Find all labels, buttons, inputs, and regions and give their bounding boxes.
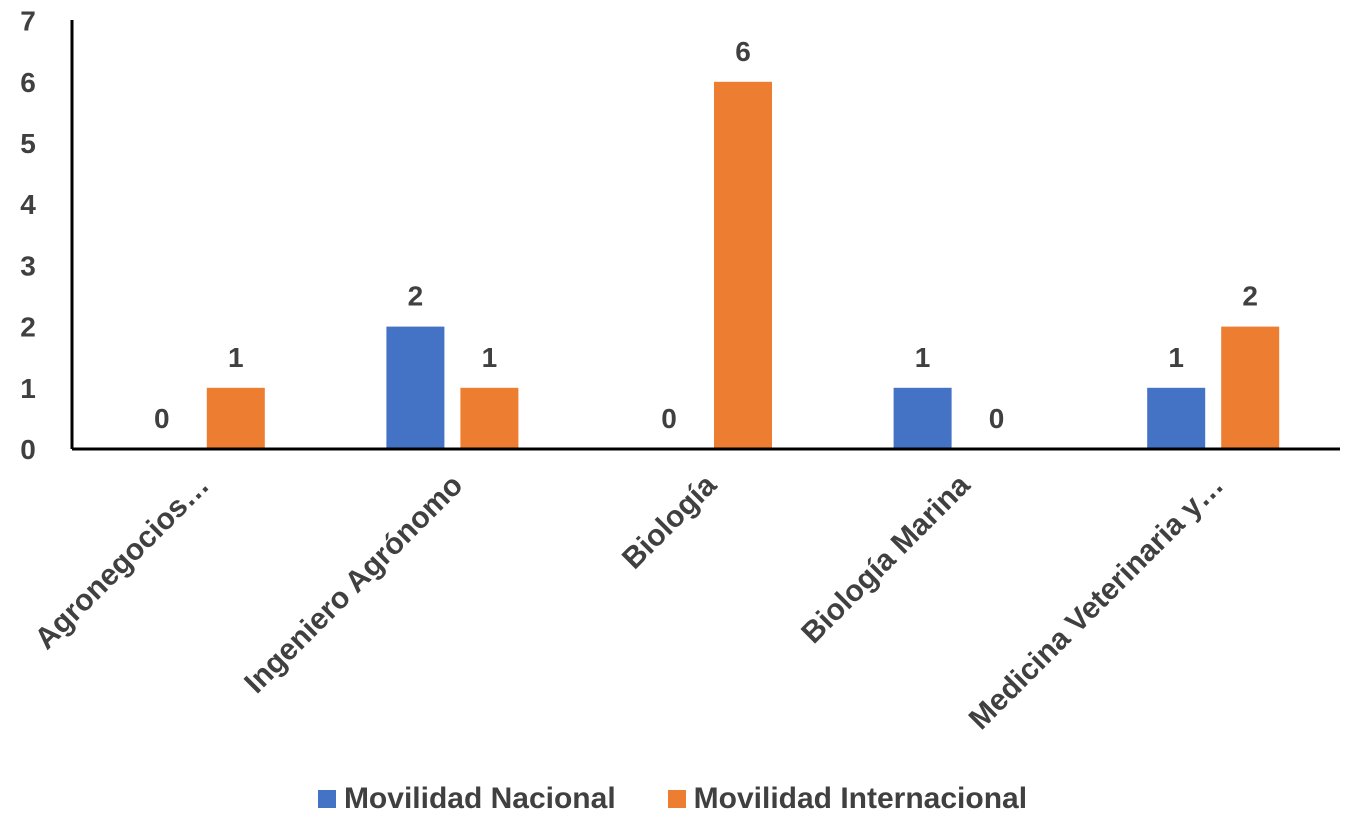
y-tick-label: 7 bbox=[20, 6, 36, 37]
y-tick-label: 4 bbox=[20, 189, 36, 220]
data-label: 0 bbox=[154, 403, 170, 434]
y-tick-label: 5 bbox=[20, 128, 36, 159]
legend-label-nacional: Movilidad Nacional bbox=[343, 782, 616, 815]
bar-internacional bbox=[460, 387, 519, 449]
chart-plot: 0 1 2 3 4 5 6 7 0 1 2 1 0 6 1 0 1 2 Agronegocios… Ingeniero… bbox=[20, 6, 1340, 736]
legend-item-nacional: Movilidad Nacional bbox=[317, 782, 616, 816]
data-label: 1 bbox=[915, 342, 931, 373]
x-tick-label: Ingeniero Agrónomo bbox=[238, 469, 469, 700]
bar-internacional bbox=[714, 81, 772, 450]
y-tick-label: 1 bbox=[20, 373, 36, 404]
bar-nacional bbox=[1147, 387, 1206, 449]
data-label: 2 bbox=[1242, 281, 1258, 312]
data-label: 0 bbox=[661, 403, 677, 434]
data-label: 1 bbox=[482, 342, 498, 373]
bar-internacional bbox=[206, 387, 265, 449]
bar-nacional bbox=[893, 387, 952, 449]
y-tick-label: 0 bbox=[20, 434, 36, 465]
x-tick-label: Biología bbox=[616, 468, 723, 575]
data-label: 0 bbox=[989, 403, 1005, 434]
legend: Movilidad Nacional Movilidad Internacion… bbox=[0, 782, 1345, 816]
bar-internacional bbox=[1221, 326, 1280, 449]
data-label: 6 bbox=[735, 36, 751, 67]
data-label: 1 bbox=[1168, 342, 1184, 373]
data-label: 1 bbox=[228, 342, 244, 373]
bar-nacional bbox=[386, 326, 445, 449]
y-tick-label: 2 bbox=[20, 312, 36, 343]
y-tick-label: 3 bbox=[20, 250, 36, 281]
legend-swatch-nacional bbox=[317, 790, 336, 808]
legend-label-internacional: Movilidad Internacional bbox=[693, 782, 1028, 815]
data-label: 2 bbox=[408, 281, 424, 312]
x-tick-label: Biología Marina bbox=[795, 468, 976, 649]
x-tick-label: Medicina Veterinaria y… bbox=[963, 469, 1230, 736]
legend-item-internacional: Movilidad Internacional bbox=[667, 782, 1028, 816]
legend-swatch-internacional bbox=[667, 790, 686, 808]
y-tick-label: 6 bbox=[20, 67, 36, 98]
x-tick-label: Agronegocios… bbox=[29, 469, 216, 656]
